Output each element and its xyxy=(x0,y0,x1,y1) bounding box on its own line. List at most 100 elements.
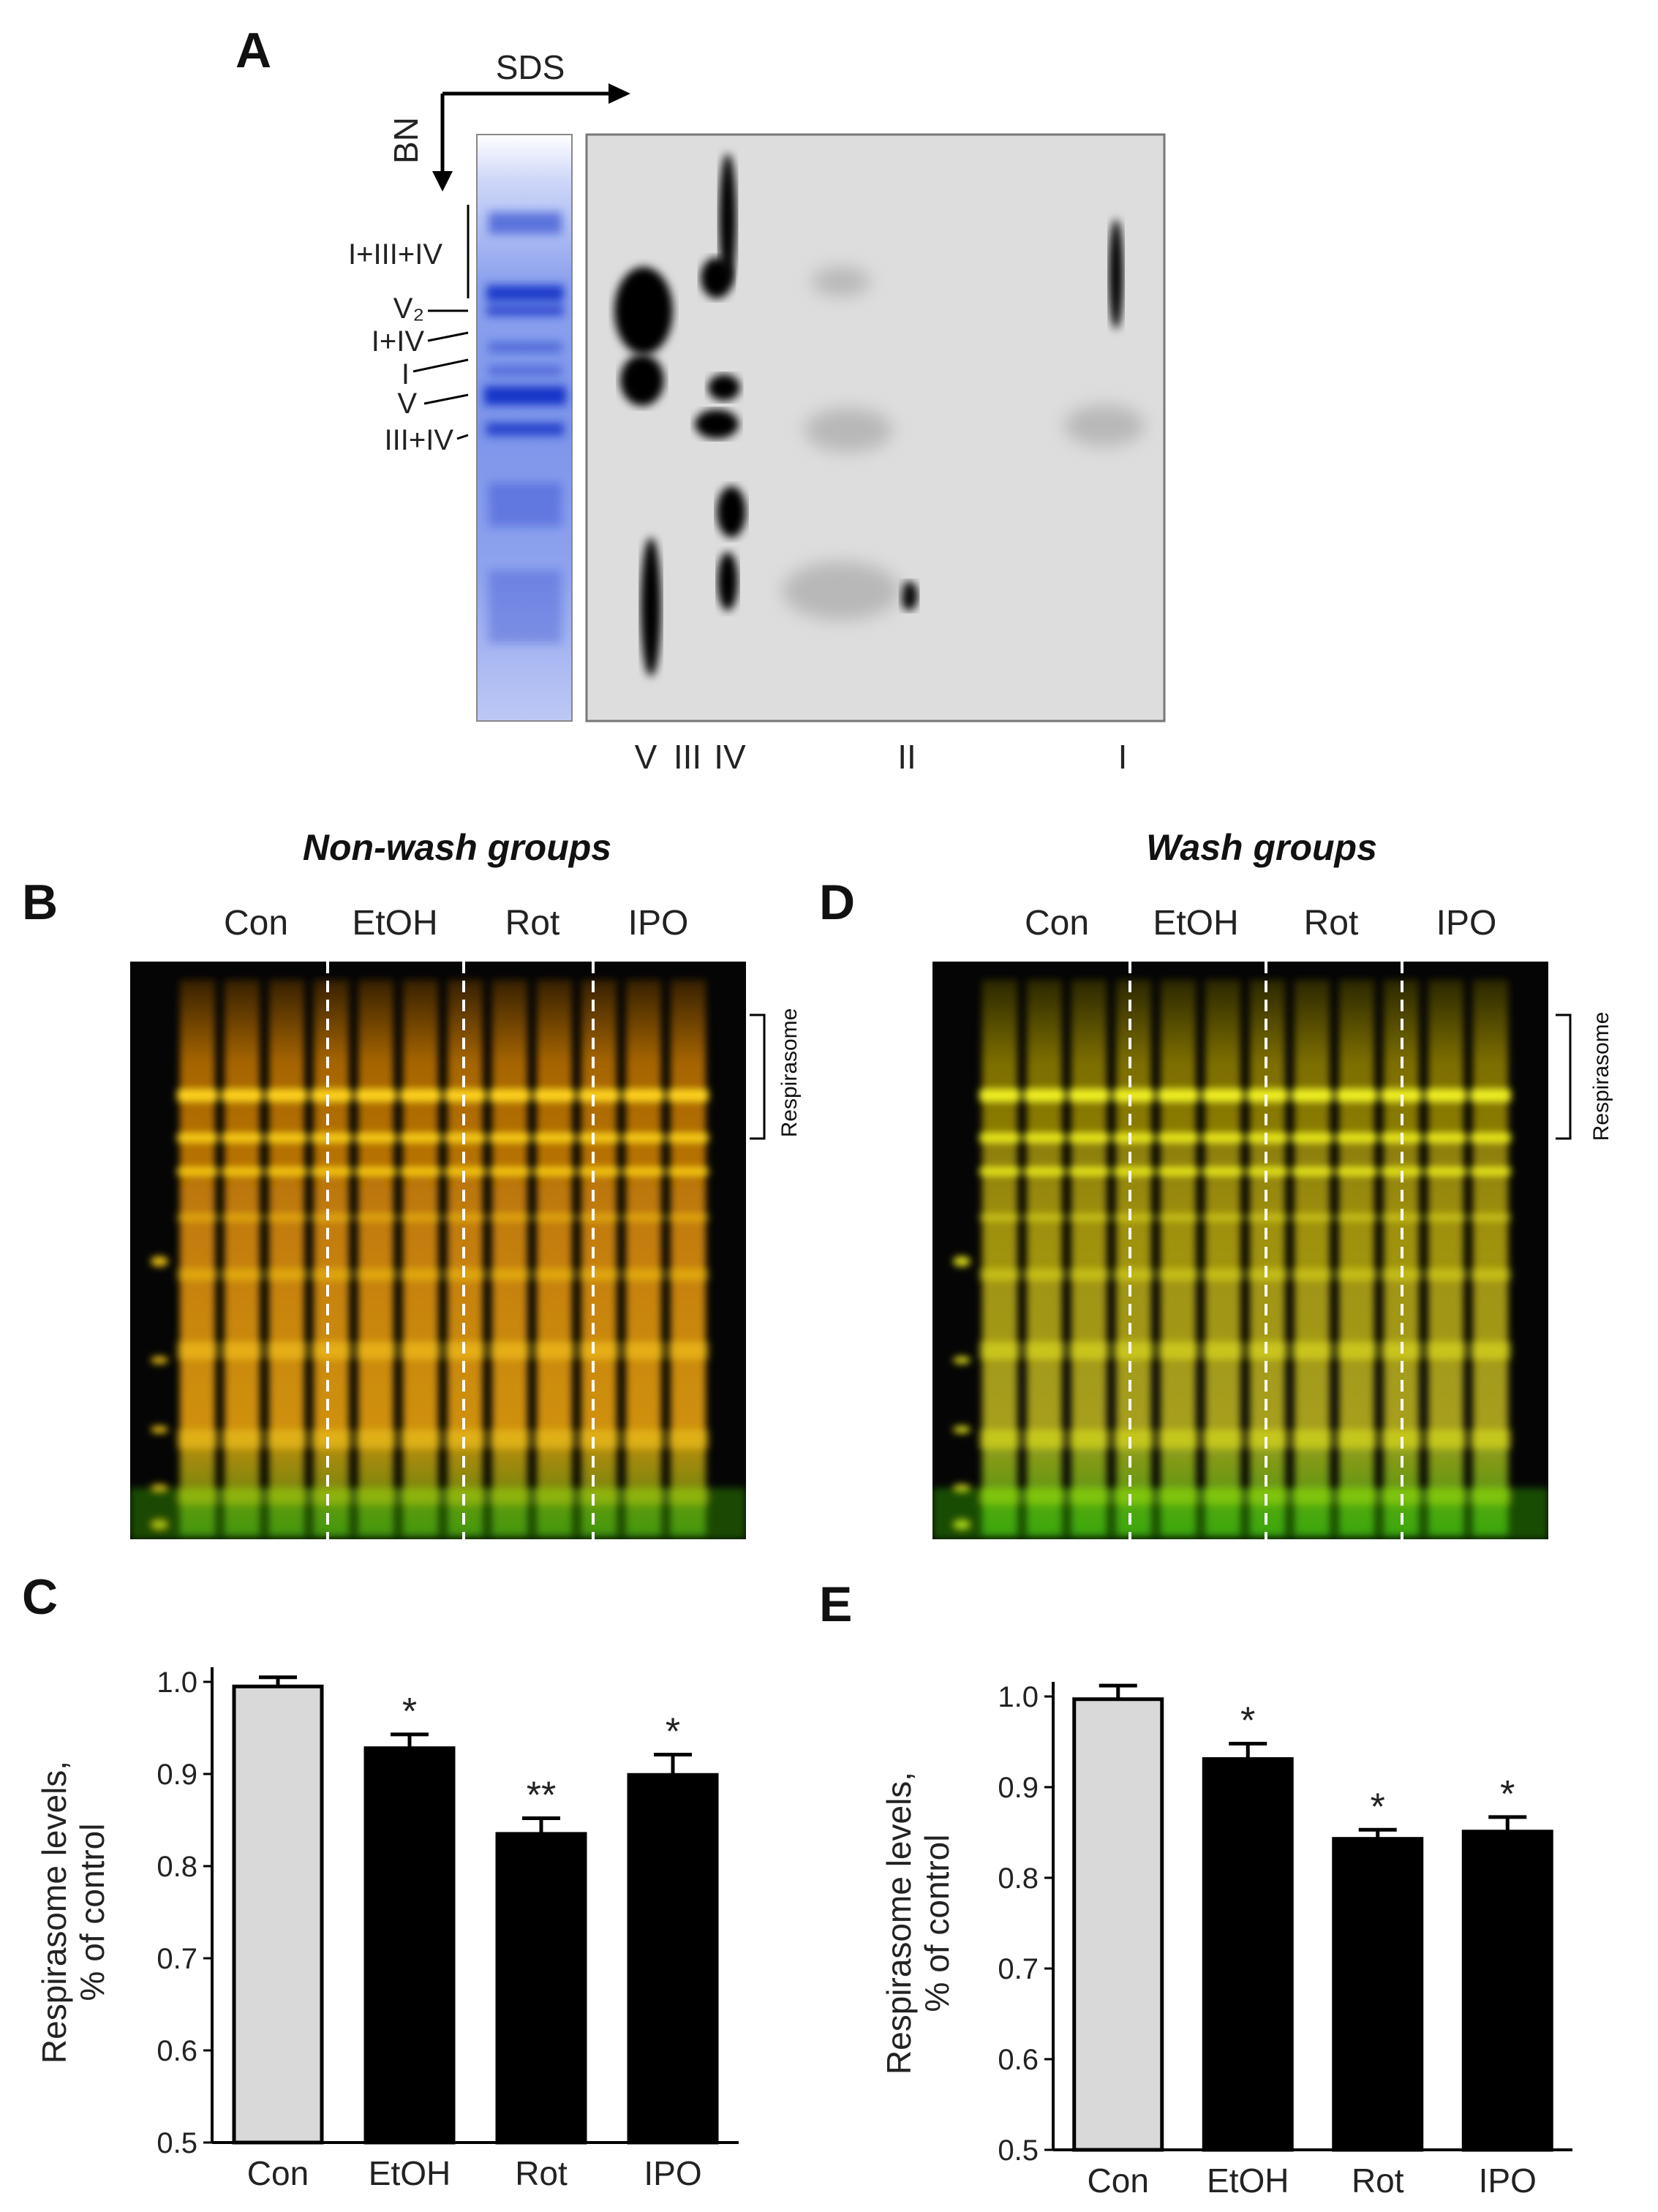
gel-lane xyxy=(982,980,1017,1536)
gel-band xyxy=(1158,1269,1199,1280)
gel-band xyxy=(266,1168,307,1175)
sds-label: SDS xyxy=(495,48,565,86)
gel-band xyxy=(623,1342,664,1359)
y-tick-label: 0.8 xyxy=(157,1851,197,1883)
bar xyxy=(1461,1830,1553,2152)
x-tick-label: Con xyxy=(1088,2162,1149,2200)
bar xyxy=(1072,1697,1164,2152)
gel-band xyxy=(579,1342,619,1359)
gel-lane xyxy=(671,980,706,1536)
panel-b-group-etoh: EtOH xyxy=(352,904,438,943)
sds-bn-arrows xyxy=(440,91,614,181)
gel-band xyxy=(1292,1430,1333,1449)
x-tick-label: Rot xyxy=(1352,2162,1404,2200)
gel-lane xyxy=(581,980,617,1536)
gel-band xyxy=(400,1342,441,1359)
gel-band xyxy=(1336,1090,1377,1101)
gel-band xyxy=(266,1342,307,1359)
gel-band xyxy=(1336,1342,1377,1359)
gel-band xyxy=(266,1090,307,1101)
gel-band xyxy=(1292,1214,1333,1221)
gel-band xyxy=(1470,1168,1511,1175)
marker-band xyxy=(151,1426,168,1433)
gel-band xyxy=(534,1090,575,1101)
gel-lane xyxy=(314,980,349,1536)
gel-band xyxy=(400,1090,441,1101)
bar xyxy=(1332,1837,1424,2152)
gel-band xyxy=(1425,1168,1466,1175)
gel-band xyxy=(489,1214,530,1221)
significance-marker: * xyxy=(1371,1786,1385,1828)
gel-band xyxy=(489,1269,530,1280)
gel-band xyxy=(1292,1090,1333,1101)
gel-band xyxy=(1113,1430,1154,1449)
gel-lane xyxy=(1161,980,1196,1536)
gel-band xyxy=(1024,1269,1065,1280)
panel-d-title: Wash groups xyxy=(1146,827,1377,868)
gel-band xyxy=(1158,1090,1199,1101)
gel-band xyxy=(1113,1342,1154,1359)
y-tick-label: 0.9 xyxy=(998,1772,1039,1804)
gel-band xyxy=(266,1133,307,1142)
gel-band xyxy=(1069,1430,1109,1449)
y-tick-label: 1.0 xyxy=(998,1681,1039,1713)
gel-band xyxy=(1069,1342,1109,1359)
gel-band xyxy=(1024,1430,1065,1449)
gel-lane xyxy=(492,980,527,1536)
complex-label-v2: V₂ xyxy=(393,292,424,325)
gel-band xyxy=(1024,1090,1065,1101)
gel-band xyxy=(400,1168,441,1175)
gel-front xyxy=(130,1488,746,1539)
gel-band xyxy=(979,1342,1020,1359)
panel-b-respirasome-label: Respirasome xyxy=(777,1008,802,1138)
gel-band xyxy=(1292,1342,1333,1359)
gel-band xyxy=(222,1090,263,1101)
gel-band xyxy=(1113,1090,1154,1101)
y-tick-label: 0.8 xyxy=(998,1862,1039,1895)
gel-band xyxy=(1069,1214,1109,1221)
panel-d-respirasome-bracket xyxy=(1556,1013,1572,1140)
gel-band xyxy=(311,1090,352,1101)
complex-label-i: I xyxy=(401,358,410,390)
gel-band xyxy=(1158,1168,1199,1175)
bar xyxy=(1202,1757,1294,2152)
significance-marker: ** xyxy=(527,1774,556,1816)
gel-band xyxy=(1024,1342,1065,1359)
gel-band xyxy=(623,1214,664,1221)
bar xyxy=(232,1684,324,2145)
gel-band xyxy=(1202,1168,1243,1175)
complex-label-v: V xyxy=(397,388,417,420)
panel-e-chart: 0.5 0.6 0.7 0.8 0.9 1.0 Respirasome levels,% o… xyxy=(880,1681,1572,2200)
complex-label-i-iv: I+IV xyxy=(371,325,424,358)
gel-band xyxy=(311,1214,352,1221)
panel-b-gel-image xyxy=(130,962,746,1539)
y-tick-label: 0.6 xyxy=(998,2044,1039,2076)
gel-band xyxy=(1336,1214,1377,1221)
gel-lane xyxy=(1116,980,1151,1536)
gel-lane xyxy=(1428,980,1463,1536)
bar xyxy=(363,1746,456,2145)
gel-band xyxy=(623,1090,664,1101)
panel-d-label: D xyxy=(819,875,856,930)
panel-b-group-rot: Rot xyxy=(505,904,560,943)
gel-faint-spots xyxy=(783,267,1145,620)
gel-band xyxy=(266,1269,307,1280)
panel-b-title: Non-wash groups xyxy=(302,827,612,868)
gel-band xyxy=(579,1269,619,1280)
gel-band xyxy=(668,1430,709,1449)
gel-front xyxy=(932,1488,1548,1539)
gel-band xyxy=(177,1090,218,1101)
gel-band xyxy=(222,1342,263,1359)
gel-band xyxy=(623,1168,664,1175)
gel-band xyxy=(311,1342,352,1359)
gel-band xyxy=(355,1269,396,1280)
significance-marker: * xyxy=(402,1691,417,1733)
gel-band xyxy=(489,1430,530,1449)
panel-b-respirasome-bracket xyxy=(750,1013,766,1140)
complex-label-iii-iv: III+IV xyxy=(384,424,454,456)
y-tick-label: 0.5 xyxy=(998,2134,1039,2167)
gel-band xyxy=(1425,1430,1466,1449)
gel-lane xyxy=(403,980,438,1536)
panel-b-label: B xyxy=(22,875,59,930)
gel-band xyxy=(1202,1214,1243,1221)
